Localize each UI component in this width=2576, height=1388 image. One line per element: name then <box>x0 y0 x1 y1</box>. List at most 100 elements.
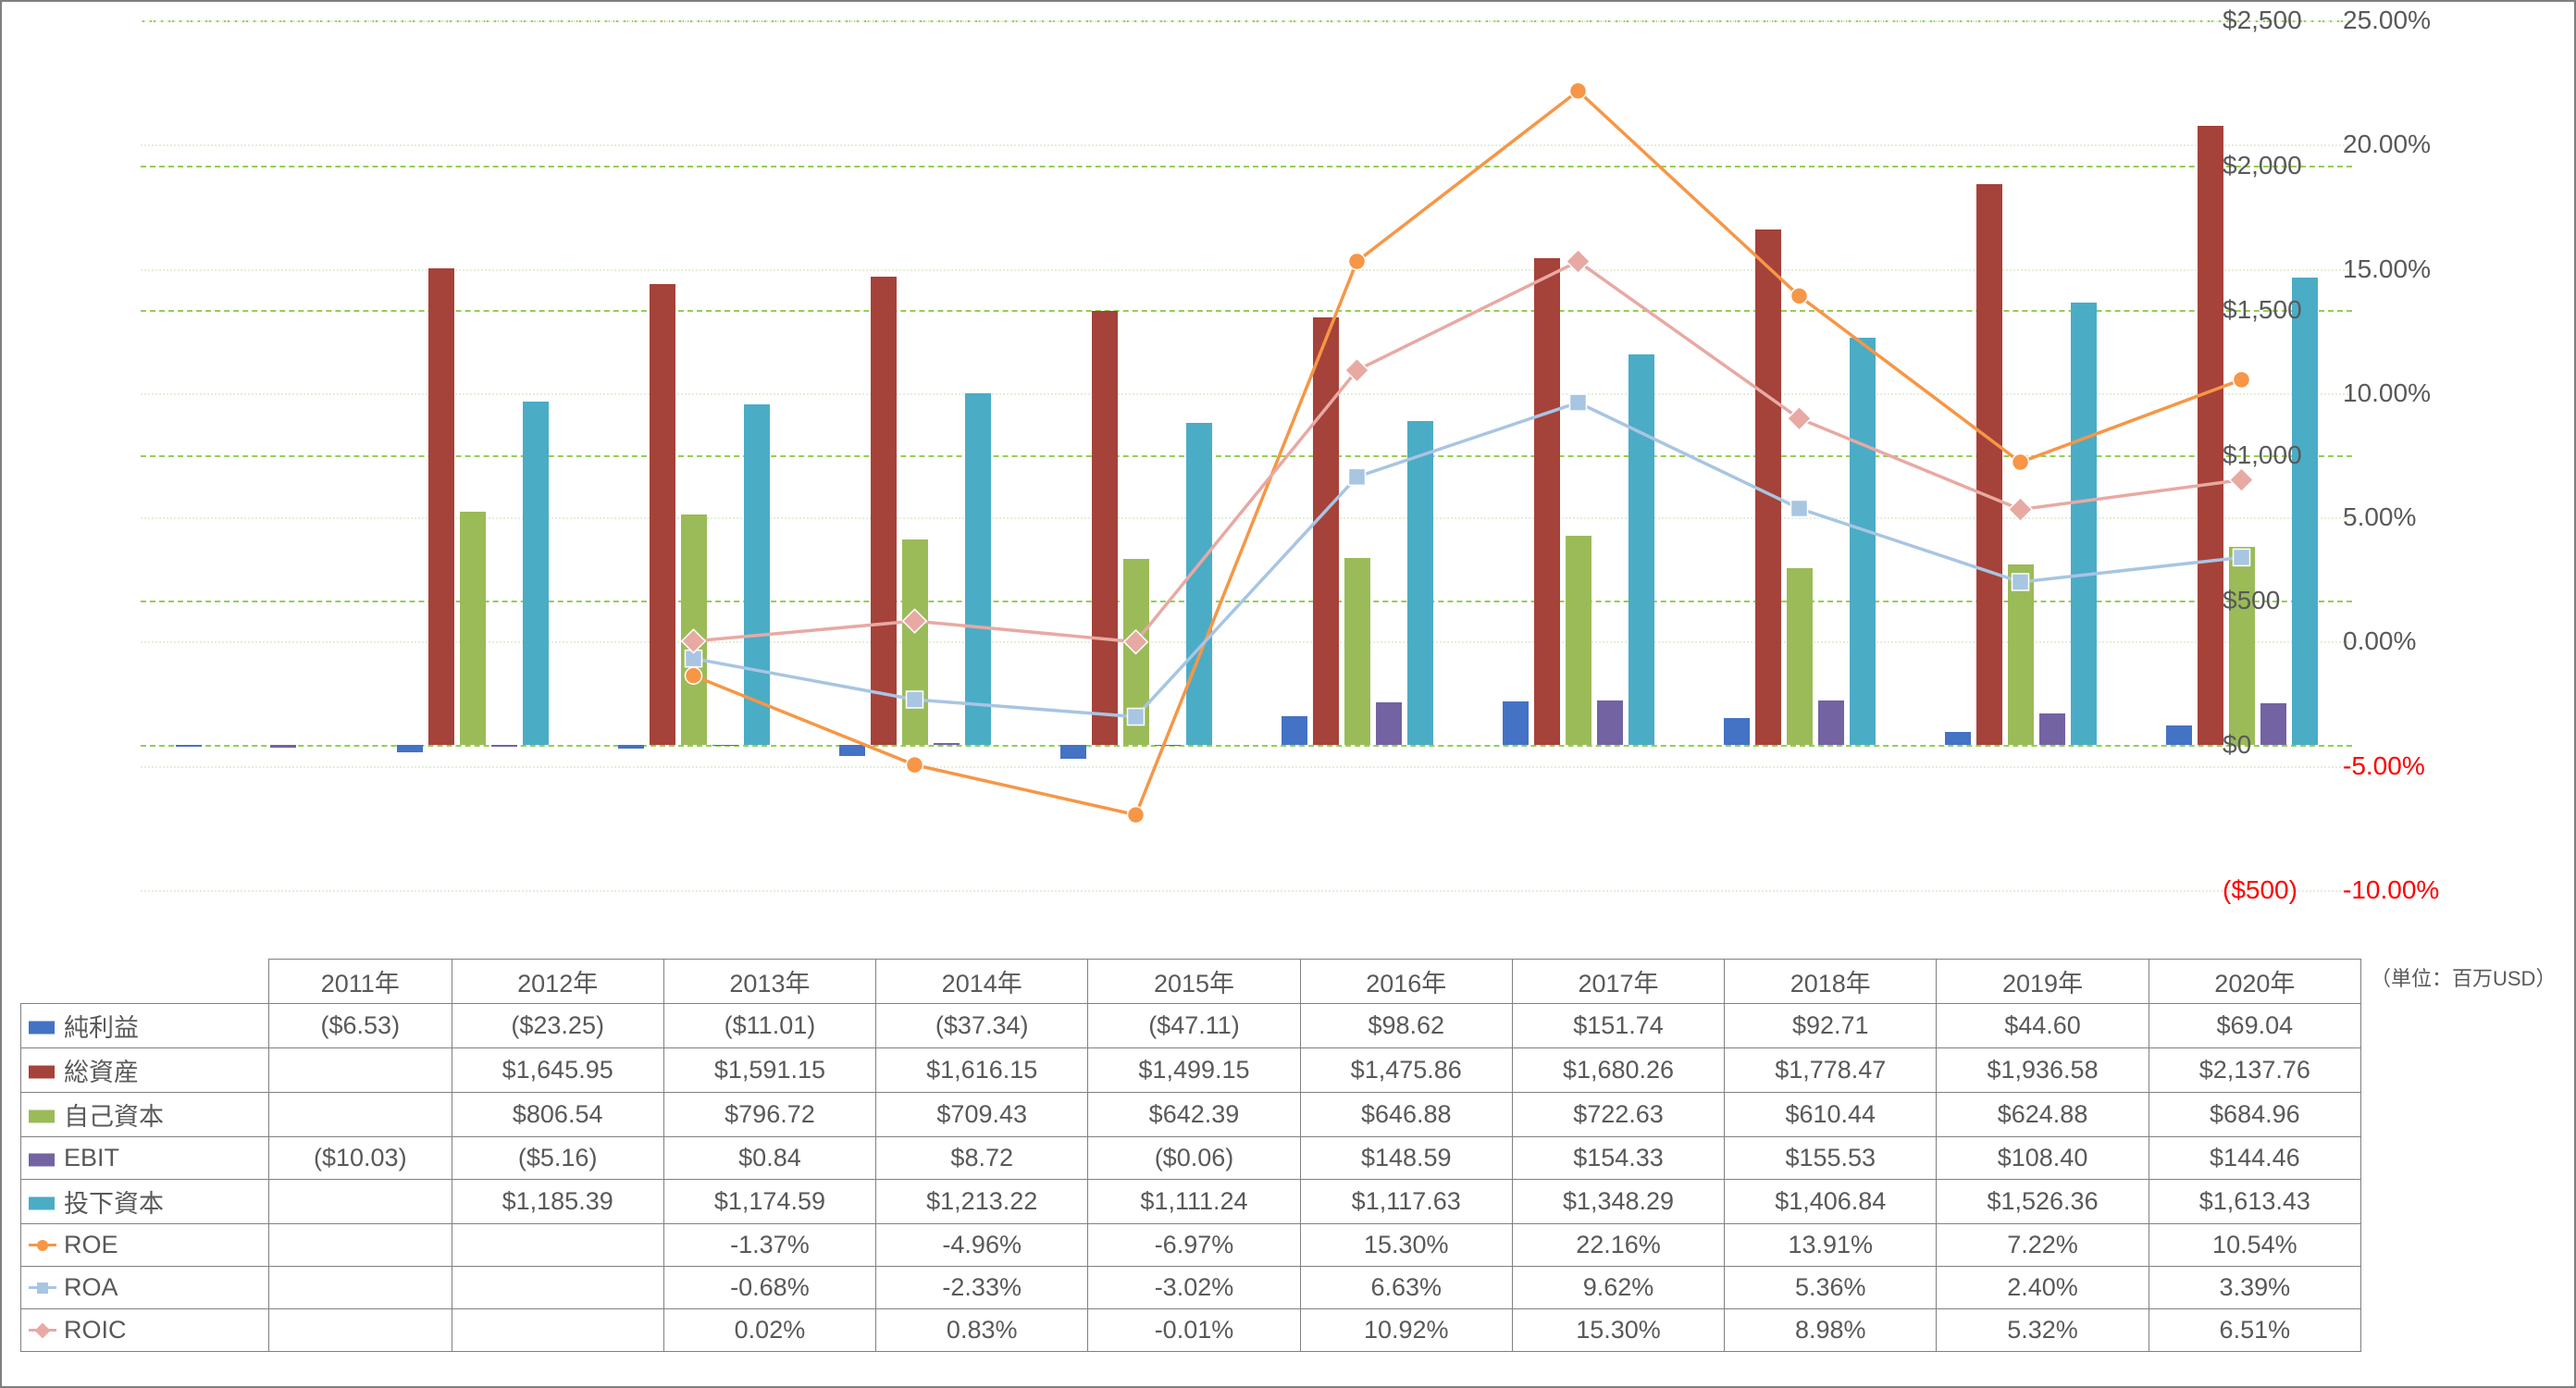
table-cell: $1,213.22 <box>876 1180 1088 1224</box>
table-cell: $155.53 <box>1725 1137 1937 1180</box>
table-cell: $1,680.26 <box>1512 1048 1724 1093</box>
table-cell: $1,348.29 <box>1512 1180 1724 1224</box>
table-cell: -1.37% <box>663 1224 875 1267</box>
bar-equity <box>1787 568 1813 745</box>
bar-invested_capital <box>1407 421 1433 745</box>
y2-tick-label: 10.00% <box>2343 378 2431 408</box>
y2-tick-label: -10.00% <box>2343 875 2439 905</box>
bar-total_assets <box>1092 311 1118 746</box>
table-cell: 0.02% <box>663 1309 875 1352</box>
year-group <box>141 20 362 890</box>
bar-ebit <box>270 745 296 748</box>
bar-invested_capital <box>1186 423 1212 745</box>
bar-total_assets <box>2198 126 2223 746</box>
bar-net_income <box>1503 701 1529 746</box>
table-cell: $98.62 <box>1300 1004 1512 1048</box>
y1-tick-label: $1,500 <box>2223 295 2302 325</box>
chart-container: ($500)$0$500$1,000$1,500$2,000$2,500-10.… <box>0 0 2576 1388</box>
bar-equity <box>1344 558 1370 746</box>
table-cell: -6.97% <box>1088 1224 1300 1267</box>
y1-tick-label: $500 <box>2223 586 2280 615</box>
table-cell: $806.54 <box>452 1093 663 1137</box>
bar-invested_capital <box>2071 303 2097 745</box>
table-cell: 3.39% <box>2149 1267 2360 1309</box>
table-cell: $1,499.15 <box>1088 1048 1300 1093</box>
y1-tick-label: $2,000 <box>2223 151 2302 180</box>
data-table: 2011年2012年2013年2014年2015年2016年2017年2018年… <box>20 959 2361 1352</box>
table-cell: $69.04 <box>2149 1004 2360 1048</box>
bar-equity <box>902 539 928 745</box>
y1-tick-label: $2,500 <box>2223 6 2302 35</box>
table-cell: $722.63 <box>1512 1093 1724 1137</box>
bar-invested_capital <box>523 402 549 745</box>
table-cell: $796.72 <box>663 1093 875 1137</box>
table-cell <box>452 1309 663 1352</box>
table-cell: 6.63% <box>1300 1267 1512 1309</box>
table-cell: 5.36% <box>1725 1267 1937 1309</box>
table-cell: ($10.03) <box>269 1137 452 1180</box>
bar-invested_capital <box>2292 278 2318 746</box>
y1-tick-label: $1,000 <box>2223 440 2302 470</box>
year-group <box>1246 20 1468 890</box>
table-cell: ($11.01) <box>663 1004 875 1048</box>
table-cell: $151.74 <box>1512 1004 1724 1048</box>
bar-total_assets <box>1976 184 2002 746</box>
table-cell <box>452 1267 663 1309</box>
bar-invested_capital <box>1850 338 1876 746</box>
table-cell: $1,174.59 <box>663 1180 875 1224</box>
table-cell: $1,936.58 <box>1937 1048 2149 1093</box>
table-cell: $1,185.39 <box>452 1180 663 1224</box>
table-year-header: 2015年 <box>1088 960 1300 1004</box>
table-cell <box>269 1224 452 1267</box>
table-cell: -3.02% <box>1088 1267 1300 1309</box>
table-cell: $108.40 <box>1937 1137 2149 1180</box>
y2-tick-label: 5.00% <box>2343 502 2416 532</box>
table-cell: $1,613.43 <box>2149 1180 2360 1224</box>
table-cell: $646.88 <box>1300 1093 1512 1137</box>
year-group <box>362 20 583 890</box>
table-cell <box>269 1267 452 1309</box>
table-cell: 10.92% <box>1300 1309 1512 1352</box>
bar-ebit <box>2260 703 2286 745</box>
table-cell: $1,591.15 <box>663 1048 875 1093</box>
table-cell: 6.51% <box>2149 1309 2360 1352</box>
table-cell: $0.84 <box>663 1137 875 1180</box>
table-cell: $8.72 <box>876 1137 1088 1180</box>
table-cell: 5.32% <box>1937 1309 2149 1352</box>
table-cell: $610.44 <box>1725 1093 1937 1137</box>
table-year-header: 2014年 <box>876 960 1088 1004</box>
y1-tick-label: $0 <box>2223 730 2251 760</box>
table-cell: $1,475.86 <box>1300 1048 1512 1093</box>
table-cell: $684.96 <box>2149 1093 2360 1137</box>
table-cell: $92.71 <box>1725 1004 1937 1048</box>
bar-ebit <box>1597 700 1623 745</box>
bar-invested_capital <box>1629 354 1654 745</box>
table-row-header: EBIT <box>21 1137 269 1180</box>
year-group <box>1910 20 2131 890</box>
y2-tick-label: 0.00% <box>2343 626 2416 656</box>
table-cell: $44.60 <box>1937 1004 2149 1048</box>
table-year-header: 2016年 <box>1300 960 1512 1004</box>
table-cell: ($0.06) <box>1088 1137 1300 1180</box>
table-cell: ($23.25) <box>452 1004 663 1048</box>
y2-tick-label: 15.00% <box>2343 254 2431 284</box>
bar-total_assets <box>1755 229 1781 745</box>
table-cell: ($47.11) <box>1088 1004 1300 1048</box>
bar-total_assets <box>1313 317 1339 745</box>
table-cell: $1,526.36 <box>1937 1180 2149 1224</box>
plot-area <box>141 20 2352 890</box>
table-cell: 22.16% <box>1512 1224 1724 1267</box>
table-year-header: 2018年 <box>1725 960 1937 1004</box>
table-cell: 8.98% <box>1725 1309 1937 1352</box>
table-cell <box>269 1093 452 1137</box>
y2-tick-label: 20.00% <box>2343 130 2431 159</box>
bar-invested_capital <box>965 393 991 745</box>
table-cell: $1,778.47 <box>1725 1048 1937 1093</box>
bar-net_income <box>1282 716 1307 745</box>
table-cell: ($5.16) <box>452 1137 663 1180</box>
bar-ebit <box>712 745 738 746</box>
table-row-header: 純利益 <box>21 1004 269 1048</box>
bar-ebit <box>491 745 517 747</box>
bar-net_income <box>176 745 202 747</box>
year-group <box>804 20 1025 890</box>
